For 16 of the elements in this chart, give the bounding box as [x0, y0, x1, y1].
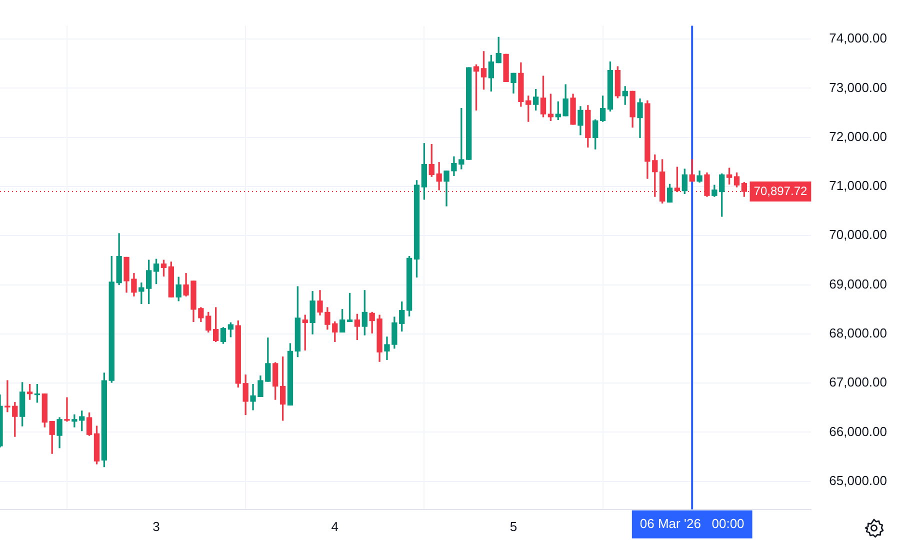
candlestick	[64, 397, 70, 422]
y-tick-label: 72,000.00	[829, 128, 888, 144]
y-tick-label: 67,000.00	[829, 374, 888, 390]
y-tick-label: 66,000.00	[829, 424, 888, 439]
y-tick-label: 65,000.00	[829, 472, 888, 488]
y-tick-label: 74,000.00	[829, 30, 888, 46]
x-tick-label: 3	[152, 518, 160, 534]
y-tick-label: 70,000.00	[829, 227, 888, 242]
y-tick-label: 69,000.00	[829, 276, 888, 292]
x-tick-label: 5	[510, 518, 518, 534]
x-tick-label: 4	[331, 518, 338, 534]
y-tick-label: 73,000.00	[829, 80, 888, 95]
y-tick-label: 68,000.00	[829, 326, 888, 341]
ref-line-label: 06 Mar '26 00:00	[640, 516, 744, 531]
ref-line-label: 70,897.72	[754, 184, 808, 198]
y-tick-label: 71,000.00	[829, 178, 888, 194]
